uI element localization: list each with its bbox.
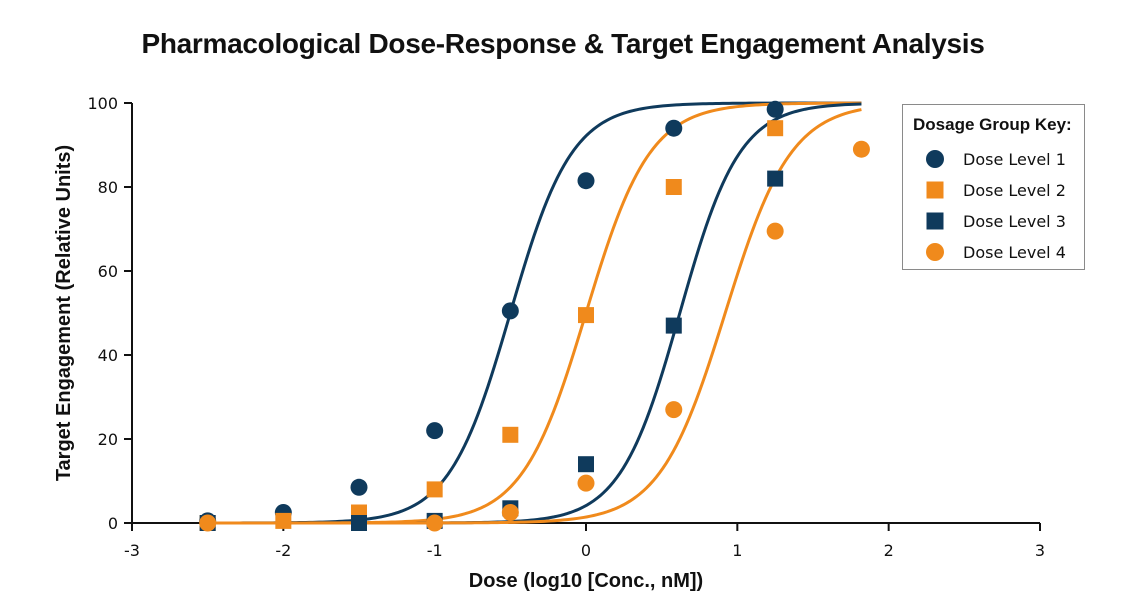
y-tick-label: 60 bbox=[98, 262, 118, 281]
legend-item-dose-level-1: Dose Level 1 bbox=[923, 147, 1066, 171]
x-tick-label: 2 bbox=[884, 541, 894, 560]
data-point-series-3 bbox=[578, 456, 594, 473]
data-point-series-3 bbox=[665, 317, 682, 334]
x-ticks: -3 -2 -1 0 1 2 3 bbox=[124, 523, 1045, 560]
data-points bbox=[199, 100, 870, 532]
data-point-series-4 bbox=[766, 222, 784, 240]
data-point-series-1 bbox=[577, 172, 595, 190]
data-point-series-2 bbox=[275, 512, 292, 529]
y-tick-label: 80 bbox=[98, 178, 118, 197]
data-point-series-1 bbox=[665, 119, 683, 137]
fit-curves bbox=[200, 101, 862, 525]
legend-marker-1 bbox=[926, 150, 944, 168]
y-tick-label: 0 bbox=[108, 514, 118, 533]
data-point-series-1 bbox=[350, 478, 368, 496]
data-point-series-4 bbox=[852, 140, 870, 158]
data-point-series-4 bbox=[426, 514, 444, 532]
legend-marker-2 bbox=[926, 181, 944, 199]
data-point-series-4 bbox=[577, 474, 595, 492]
data-point-series-1 bbox=[766, 100, 784, 118]
fit-curve-series-2 bbox=[200, 101, 862, 525]
y-tick-label: 20 bbox=[98, 430, 118, 449]
data-point-series-2 bbox=[665, 179, 682, 195]
x-axis-title: Dose (log10 [Conc., nM]) bbox=[469, 570, 703, 592]
fit-curve-series-4 bbox=[200, 108, 862, 525]
chart-title: Pharmacological Dose-Response & Target E… bbox=[141, 28, 985, 59]
x-tick-label: -3 bbox=[124, 541, 140, 560]
data-point-series-1 bbox=[501, 302, 519, 320]
legend-label: Dose Level 3 bbox=[963, 211, 1066, 231]
data-point-series-4 bbox=[501, 504, 519, 521]
legend-marker-circle-icon bbox=[923, 147, 947, 171]
x-tick-label: 0 bbox=[581, 541, 591, 560]
legend-marker-3 bbox=[926, 212, 944, 230]
x-tick-label: -2 bbox=[275, 541, 291, 560]
data-point-series-2 bbox=[578, 307, 594, 324]
data-point-series-2 bbox=[767, 120, 784, 137]
data-point-series-4 bbox=[665, 401, 683, 419]
x-tick-label: -1 bbox=[427, 541, 443, 560]
y-ticks: 0 20 40 60 80 100 bbox=[87, 94, 132, 533]
legend-label: Dose Level 1 bbox=[963, 149, 1066, 169]
legend: Dosage Group Key: Dose Level 1 Dose Leve… bbox=[902, 104, 1085, 270]
x-tick-label: 3 bbox=[1035, 541, 1045, 560]
y-tick-label: 100 bbox=[87, 94, 118, 113]
legend-title: Dosage Group Key: bbox=[913, 115, 1072, 134]
x-tick-label: 1 bbox=[732, 541, 742, 560]
legend-marker-4 bbox=[926, 243, 944, 261]
legend-label: Dose Level 2 bbox=[963, 180, 1066, 200]
data-point-series-3 bbox=[351, 515, 367, 531]
legend-item-dose-level-2: Dose Level 2 bbox=[923, 178, 1066, 202]
legend-marker-square-icon bbox=[923, 209, 947, 233]
data-point-series-4 bbox=[199, 514, 217, 532]
data-point-series-2 bbox=[426, 481, 443, 498]
data-point-series-1 bbox=[426, 422, 444, 440]
legend-item-dose-level-3: Dose Level 3 bbox=[923, 209, 1066, 233]
legend-marker-square-icon bbox=[923, 178, 947, 202]
legend-item-dose-level-4: Dose Level 4 bbox=[923, 240, 1066, 264]
legend-label: Dose Level 4 bbox=[963, 242, 1066, 262]
y-axis-title: Target Engagement (Relative Units) bbox=[53, 145, 75, 481]
data-point-series-3 bbox=[767, 170, 784, 187]
y-tick-label: 40 bbox=[98, 346, 118, 365]
data-point-series-2 bbox=[502, 426, 519, 443]
legend-marker-circle-icon bbox=[923, 240, 947, 264]
